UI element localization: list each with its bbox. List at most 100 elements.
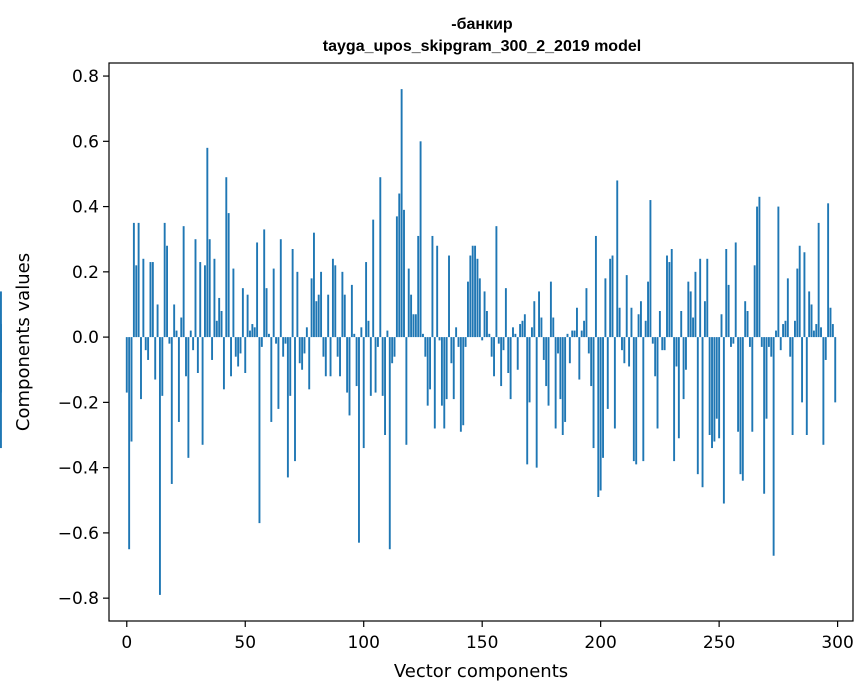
bar	[585, 288, 588, 338]
bar	[158, 337, 161, 595]
bar	[154, 337, 157, 380]
bar	[403, 209, 405, 338]
bar	[241, 288, 244, 338]
bar	[426, 337, 429, 406]
bar	[808, 291, 811, 338]
bar	[689, 291, 692, 338]
bar	[279, 239, 282, 338]
bar	[180, 317, 183, 338]
bar	[718, 337, 721, 439]
bar	[360, 327, 363, 338]
bar	[720, 314, 723, 338]
bar	[597, 337, 600, 497]
bar	[651, 337, 654, 344]
y-tick-label: 0.6	[72, 132, 99, 152]
y-tick-label: −0.2	[58, 393, 99, 413]
bar	[301, 337, 304, 370]
bar	[232, 268, 235, 338]
bar	[699, 258, 702, 338]
bar	[606, 337, 609, 409]
bar	[294, 337, 296, 462]
bar	[450, 337, 453, 364]
bar	[149, 262, 152, 338]
bar	[630, 307, 633, 338]
bar	[336, 337, 339, 357]
bar	[194, 239, 197, 338]
bar	[542, 337, 545, 360]
bar	[400, 89, 403, 338]
bar	[587, 337, 590, 354]
bar	[708, 337, 711, 435]
bar	[734, 242, 737, 338]
bar	[379, 177, 382, 338]
bar	[514, 333, 517, 338]
bar	[616, 180, 619, 338]
bar	[422, 333, 424, 338]
bar	[132, 222, 135, 338]
bar	[580, 330, 583, 338]
bar	[395, 216, 398, 338]
bar	[530, 327, 533, 338]
bar	[467, 281, 469, 338]
bar	[725, 249, 728, 338]
bar	[199, 262, 202, 338]
bar	[824, 337, 827, 360]
bar	[391, 337, 394, 364]
bar	[365, 262, 368, 338]
bar	[618, 307, 621, 338]
bar	[267, 333, 270, 338]
bar	[817, 222, 820, 338]
bar	[746, 311, 749, 338]
bar	[369, 337, 372, 396]
bar	[782, 324, 785, 338]
bar	[815, 324, 818, 338]
bar	[407, 268, 410, 338]
bar	[147, 337, 150, 360]
bar	[756, 206, 758, 338]
bar	[715, 337, 718, 419]
bar	[592, 337, 595, 449]
bar	[414, 314, 417, 338]
bar	[220, 311, 223, 338]
bar	[760, 337, 763, 347]
bar	[557, 337, 559, 354]
bar	[187, 337, 190, 458]
bar	[696, 337, 699, 475]
bar	[573, 330, 576, 338]
bar	[443, 337, 446, 429]
bar	[272, 268, 275, 338]
bar	[327, 294, 330, 338]
bar	[805, 337, 808, 435]
bar	[502, 337, 505, 351]
bar	[604, 278, 607, 338]
bar	[457, 337, 460, 347]
bar	[547, 337, 550, 406]
bar	[168, 337, 171, 344]
bar	[488, 333, 491, 338]
bar	[561, 337, 564, 435]
bar	[177, 337, 180, 422]
bar	[429, 337, 432, 390]
bar	[741, 337, 744, 481]
bar	[474, 245, 477, 338]
bar	[500, 337, 503, 387]
bar	[687, 281, 690, 338]
bar	[822, 337, 825, 445]
bar	[831, 324, 834, 338]
bar	[753, 265, 756, 338]
bar	[410, 294, 413, 338]
y-tick-label: 0.4	[72, 198, 99, 218]
bar	[827, 203, 830, 338]
bar	[331, 258, 334, 338]
bar	[142, 258, 145, 338]
bar	[393, 337, 396, 357]
bar	[230, 337, 232, 377]
bar	[324, 337, 327, 377]
bar	[161, 337, 164, 396]
bar	[777, 206, 780, 338]
bar	[431, 235, 434, 338]
bar	[284, 337, 287, 344]
bar	[237, 337, 240, 367]
bar	[685, 337, 687, 370]
